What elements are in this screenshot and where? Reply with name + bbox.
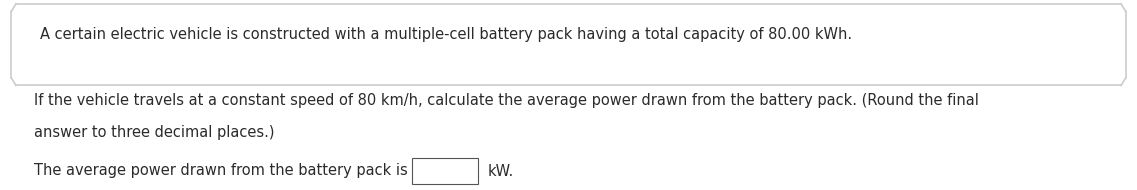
Text: If the vehicle travels at a constant speed of 80 km/h, calculate the average pow: If the vehicle travels at a constant spe…	[34, 93, 979, 108]
Text: kW.: kW.	[488, 164, 514, 178]
Text: answer to three decimal places.): answer to three decimal places.)	[34, 126, 275, 140]
Text: A certain electric vehicle is constructed with a multiple-cell battery pack havi: A certain electric vehicle is constructe…	[40, 27, 852, 42]
Bar	[413, 158, 479, 184]
Text: The average power drawn from the battery pack is: The average power drawn from the battery…	[34, 164, 413, 178]
